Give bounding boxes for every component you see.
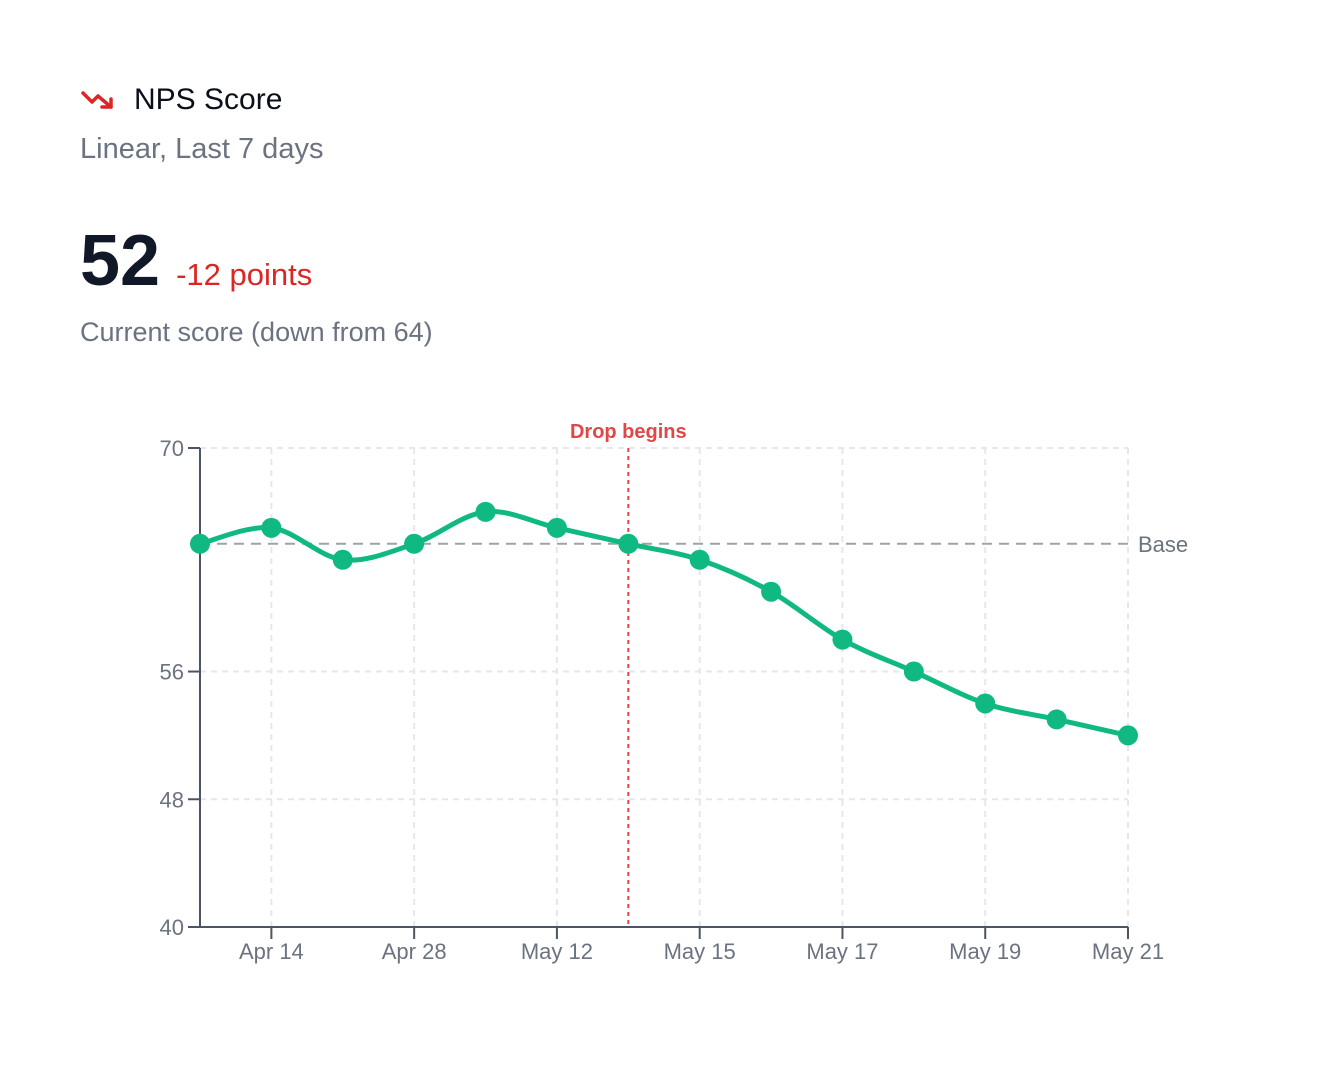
data-point bbox=[903, 661, 924, 682]
data-point bbox=[761, 581, 782, 602]
chart-header: NPS Score Linear, Last 7 days 52 -12 poi… bbox=[80, 80, 1180, 348]
x-tick-label: May 12 bbox=[521, 939, 593, 964]
chart-subtitle: Linear, Last 7 days bbox=[80, 133, 324, 165]
trending-down-icon bbox=[80, 88, 118, 112]
data-point bbox=[832, 629, 853, 650]
metric-row: 52 -12 points bbox=[80, 222, 1180, 300]
data-point bbox=[546, 517, 567, 538]
x-tick-label: May 17 bbox=[806, 939, 878, 964]
x-tick-label: Apr 28 bbox=[382, 939, 447, 964]
data-point bbox=[1046, 709, 1067, 730]
metric-value: 52 bbox=[80, 221, 161, 301]
data-point bbox=[190, 533, 210, 554]
x-tick-label: May 19 bbox=[949, 939, 1021, 964]
data-point bbox=[618, 533, 639, 554]
data-point bbox=[404, 533, 425, 554]
data-point bbox=[261, 517, 282, 538]
metric-caption: Current score (down from 64) bbox=[80, 317, 433, 347]
data-point bbox=[1118, 725, 1138, 746]
x-tick-label: May 21 bbox=[1092, 939, 1164, 964]
chart-title: NPS Score bbox=[134, 83, 283, 116]
baseline-label: Base bbox=[1138, 532, 1188, 557]
y-tick-label: 40 bbox=[160, 915, 184, 940]
line-chart: 70 56 48 40 Apr 14 Apr 28 May 12 May 15 May 17 Ma… bbox=[160, 421, 1189, 964]
y-tick-label: 70 bbox=[160, 436, 184, 461]
data-point bbox=[332, 549, 353, 570]
x-tick-label: May 15 bbox=[664, 939, 736, 964]
x-tick-label: Apr 14 bbox=[239, 939, 304, 964]
title-row: NPS Score bbox=[80, 80, 1180, 120]
annotation-label: Drop begins bbox=[570, 421, 687, 443]
data-point bbox=[689, 549, 710, 570]
y-tick-label: 48 bbox=[160, 787, 184, 812]
y-tick-label: 56 bbox=[160, 660, 184, 685]
data-point bbox=[475, 501, 496, 522]
metric-delta: -12 points bbox=[176, 257, 313, 292]
data-point bbox=[975, 693, 996, 714]
